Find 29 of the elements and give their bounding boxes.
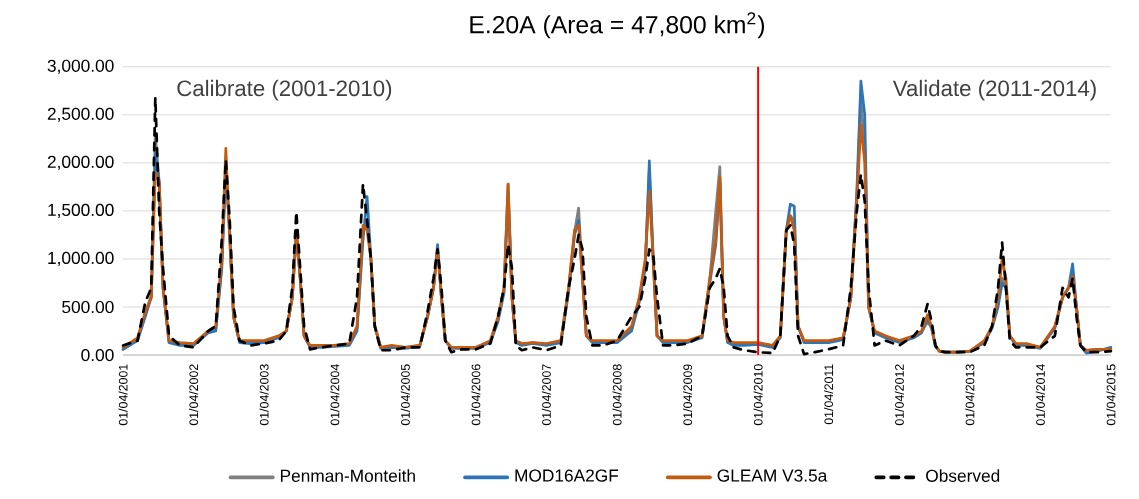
y-tick-label: 0.00 bbox=[81, 348, 114, 362]
x-tick-label: 01/04/2011 bbox=[824, 364, 834, 425]
y-tick-label: 1,500.00 bbox=[48, 203, 114, 218]
x-tick-label: 01/04/2012 bbox=[894, 364, 904, 426]
legend-label: MOD16A2GF bbox=[515, 469, 619, 482]
x-tick-label: 01/04/2008 bbox=[612, 364, 622, 426]
x-tick-label: 01/04/2015 bbox=[1106, 364, 1116, 426]
x-tick-label: 01/04/2003 bbox=[259, 364, 269, 426]
x-tick-label: 01/04/2002 bbox=[189, 364, 199, 426]
annotation: Calibrate (2001-2010) bbox=[177, 79, 392, 101]
x-tick-label: 01/04/2013 bbox=[965, 364, 975, 426]
y-tick-label: 500.00 bbox=[62, 300, 114, 314]
x-tick-label: 01/04/2001 bbox=[118, 364, 128, 426]
y-tick-label: 1,000.00 bbox=[48, 251, 114, 267]
chart-title: E.20A (Area = 47,800 km$^{2}$) bbox=[470, 12, 765, 39]
y-tick-label: 2,500.00 bbox=[47, 107, 114, 122]
annotation: Validate (2011-2014) bbox=[892, 79, 1096, 101]
y-tick-label: 3,000.00 bbox=[47, 59, 114, 74]
y-tick-label: 2,000.00 bbox=[47, 155, 114, 170]
x-tick-label: 01/04/2014 bbox=[1035, 364, 1045, 426]
legend-label: Penman-Monteith bbox=[280, 469, 415, 482]
legend-label: GLEAM V3.5a bbox=[717, 469, 828, 482]
x-tick-label: 01/04/2004 bbox=[330, 364, 340, 426]
legend-label: Observed bbox=[926, 469, 1000, 482]
x-tick-label: 01/04/2007 bbox=[541, 364, 551, 426]
x-tick-label: 01/04/2006 bbox=[471, 364, 481, 426]
x-tick-label: 01/04/2010 bbox=[753, 364, 763, 426]
x-tick-label: 01/04/2005 bbox=[400, 364, 410, 426]
x-tick-label: 01/04/2009 bbox=[683, 364, 693, 426]
